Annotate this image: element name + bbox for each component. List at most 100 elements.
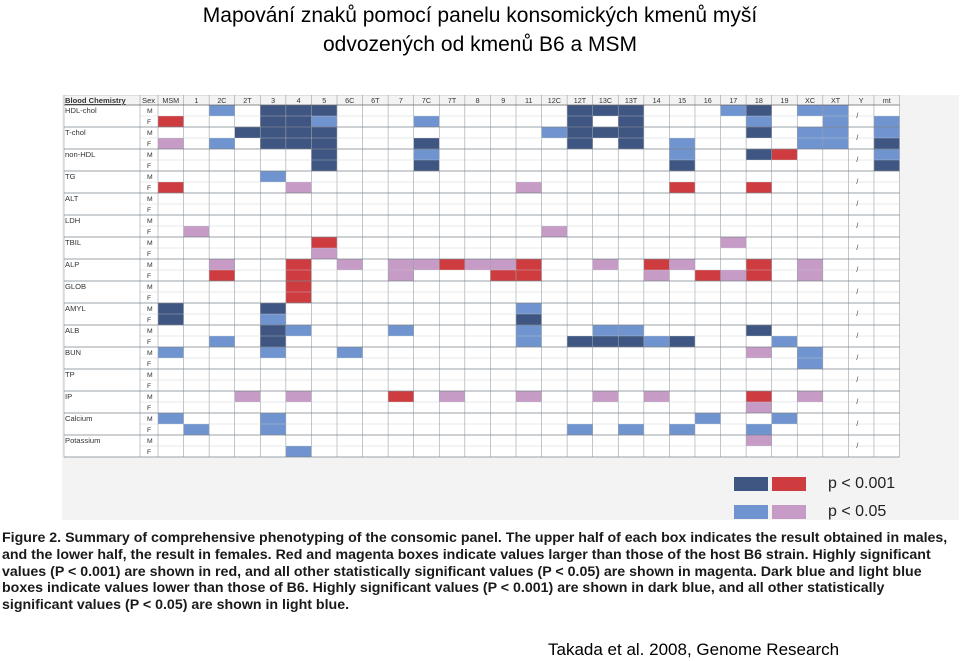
sex-label: M (147, 394, 153, 401)
figure-caption: Figure 2. Summary of comprehensive pheno… (2, 530, 958, 614)
cell-alp-f-18 (746, 270, 772, 281)
sex-label: F (147, 251, 151, 258)
cell-alb-f-2c (209, 336, 235, 347)
cell-tg-f-11 (515, 182, 542, 193)
column-header-16: 16 (704, 96, 712, 105)
trait-label-t-chol: T-chol (65, 128, 86, 137)
sex-label: M (147, 240, 153, 247)
cell-hdl-chol-m-5 (311, 105, 337, 116)
sex-label: F (147, 361, 151, 368)
column-header-8: 8 (476, 96, 480, 105)
sex-label: F (147, 427, 151, 434)
cell-t-chol-m-5 (311, 127, 337, 138)
cell-alb-f-14 (643, 336, 670, 347)
cell-t-chol-f-2c (209, 138, 235, 149)
cell-t-chol-m-13c (592, 127, 619, 138)
column-header-2t: 2T (243, 96, 252, 105)
cell-non-hdl-f-mt (873, 160, 900, 171)
column-header-3: 3 (271, 96, 275, 105)
column-header-4: 4 (297, 96, 301, 105)
cell-alb-f-13c (592, 336, 619, 347)
column-header-9: 9 (501, 96, 505, 105)
column-header-7c: 7C (422, 96, 431, 105)
citation: Takada et al. 2008, Genome Research (548, 640, 840, 659)
cell-hdl-chol-f-msm (158, 116, 184, 127)
y-column-mark: / (856, 399, 858, 406)
cell-alp-f-7 (388, 270, 414, 281)
column-header-13c: 13C (599, 96, 612, 105)
sex-label: M (147, 416, 153, 423)
sex-label: F (147, 119, 151, 126)
cell-alb-f-12t (567, 336, 593, 347)
sex-label: F (147, 229, 151, 236)
cell-alb-m-7 (388, 325, 414, 336)
sex-label: F (147, 273, 151, 280)
cell-alp-f-2c (209, 270, 235, 281)
cell-alb-f-3 (260, 336, 286, 347)
legend-swatch-dark-blue (734, 477, 768, 491)
sex-label: M (147, 174, 153, 181)
cell-t-chol-f-7c (413, 138, 440, 149)
cell-non-hdl-m-7c (413, 149, 440, 160)
header-corner-label: Blood Chemistry (65, 96, 127, 105)
sex-label: F (147, 317, 151, 324)
cell-hdl-chol-m-13t (618, 105, 644, 116)
cell-amyl-m-3 (260, 303, 286, 314)
trait-label-alt: ALT (65, 194, 79, 203)
sex-label: F (147, 141, 151, 148)
legend-swatch-light-blue (734, 505, 768, 519)
y-column-mark: / (856, 223, 858, 230)
cell-calcium-m-msm (158, 413, 184, 424)
cell-hdl-chol-m-2c (209, 105, 235, 116)
cell-hdl-chol-f-5 (311, 116, 337, 127)
trait-label-ldh: LDH (65, 216, 80, 225)
cell-hdl-chol-m-4 (285, 105, 312, 116)
sex-label: M (147, 218, 153, 225)
cell-glob-m-4 (285, 281, 312, 292)
column-header-13t: 13T (625, 96, 638, 105)
cell-hdl-chol-f-7c (413, 116, 440, 127)
cell-calcium-f-12t (567, 424, 593, 435)
cell-hdl-chol-m-18 (746, 105, 772, 116)
cell-ip-m-14 (643, 391, 670, 402)
trait-label-ip: IP (65, 392, 72, 401)
cell-hdl-chol-f-12t (567, 116, 593, 127)
cell-alb-f-15 (669, 336, 695, 347)
cell-hdl-chol-m-xc (797, 105, 823, 116)
trait-label-potassium: Potassium (65, 436, 100, 445)
y-column-mark: / (856, 443, 858, 450)
column-header-6c: 6C (345, 96, 354, 105)
cell-alp-m-15 (669, 259, 695, 270)
cell-calcium-f-3 (260, 424, 286, 435)
cell-hdl-chol-m-xt (822, 105, 849, 116)
y-column-mark: / (856, 377, 858, 384)
y-column-mark: / (856, 201, 858, 208)
cell-hdl-chol-m-3 (260, 105, 286, 116)
cell-tg-f-msm (158, 182, 184, 193)
cell-potassium-f-4 (285, 446, 312, 457)
slide-title: Mapování znaků pomocí panelu konsomickýc… (0, 1, 960, 59)
cell-alp-m-8 (464, 259, 491, 270)
sex-label: F (147, 295, 151, 302)
y-column-mark: / (856, 179, 858, 186)
cell-bun-m-xc (797, 347, 823, 358)
column-header-mt: mt (883, 96, 891, 105)
y-column-mark: / (856, 421, 858, 428)
cell-t-chol-m-xc (797, 127, 823, 138)
cell-calcium-f-18 (746, 424, 772, 435)
cell-t-chol-m-3 (260, 127, 286, 138)
cell-alp-m-13c (592, 259, 619, 270)
cell-bun-m-6c (336, 347, 363, 358)
column-header-15: 15 (678, 96, 686, 105)
cell-alb-m-13t (618, 325, 644, 336)
y-column-mark: / (856, 135, 858, 142)
trait-label-glob: GLOB (65, 282, 86, 291)
phenotype-grid: Blood Chemistry Sex MSM 1 2C 2T 3 4 5 6C 6T 7 7C 7T 8 9… (63, 95, 900, 458)
cell-alb-m-13c (592, 325, 619, 336)
cell-alp-f-16 (694, 270, 721, 281)
cell-hdl-chol-f-mt (873, 116, 900, 127)
cell-non-hdl-m-5 (311, 149, 337, 160)
legend-label-high: p < 0.001 (828, 475, 896, 492)
cell-alp-f-4 (285, 270, 312, 281)
cell-alb-m-11 (515, 325, 542, 336)
